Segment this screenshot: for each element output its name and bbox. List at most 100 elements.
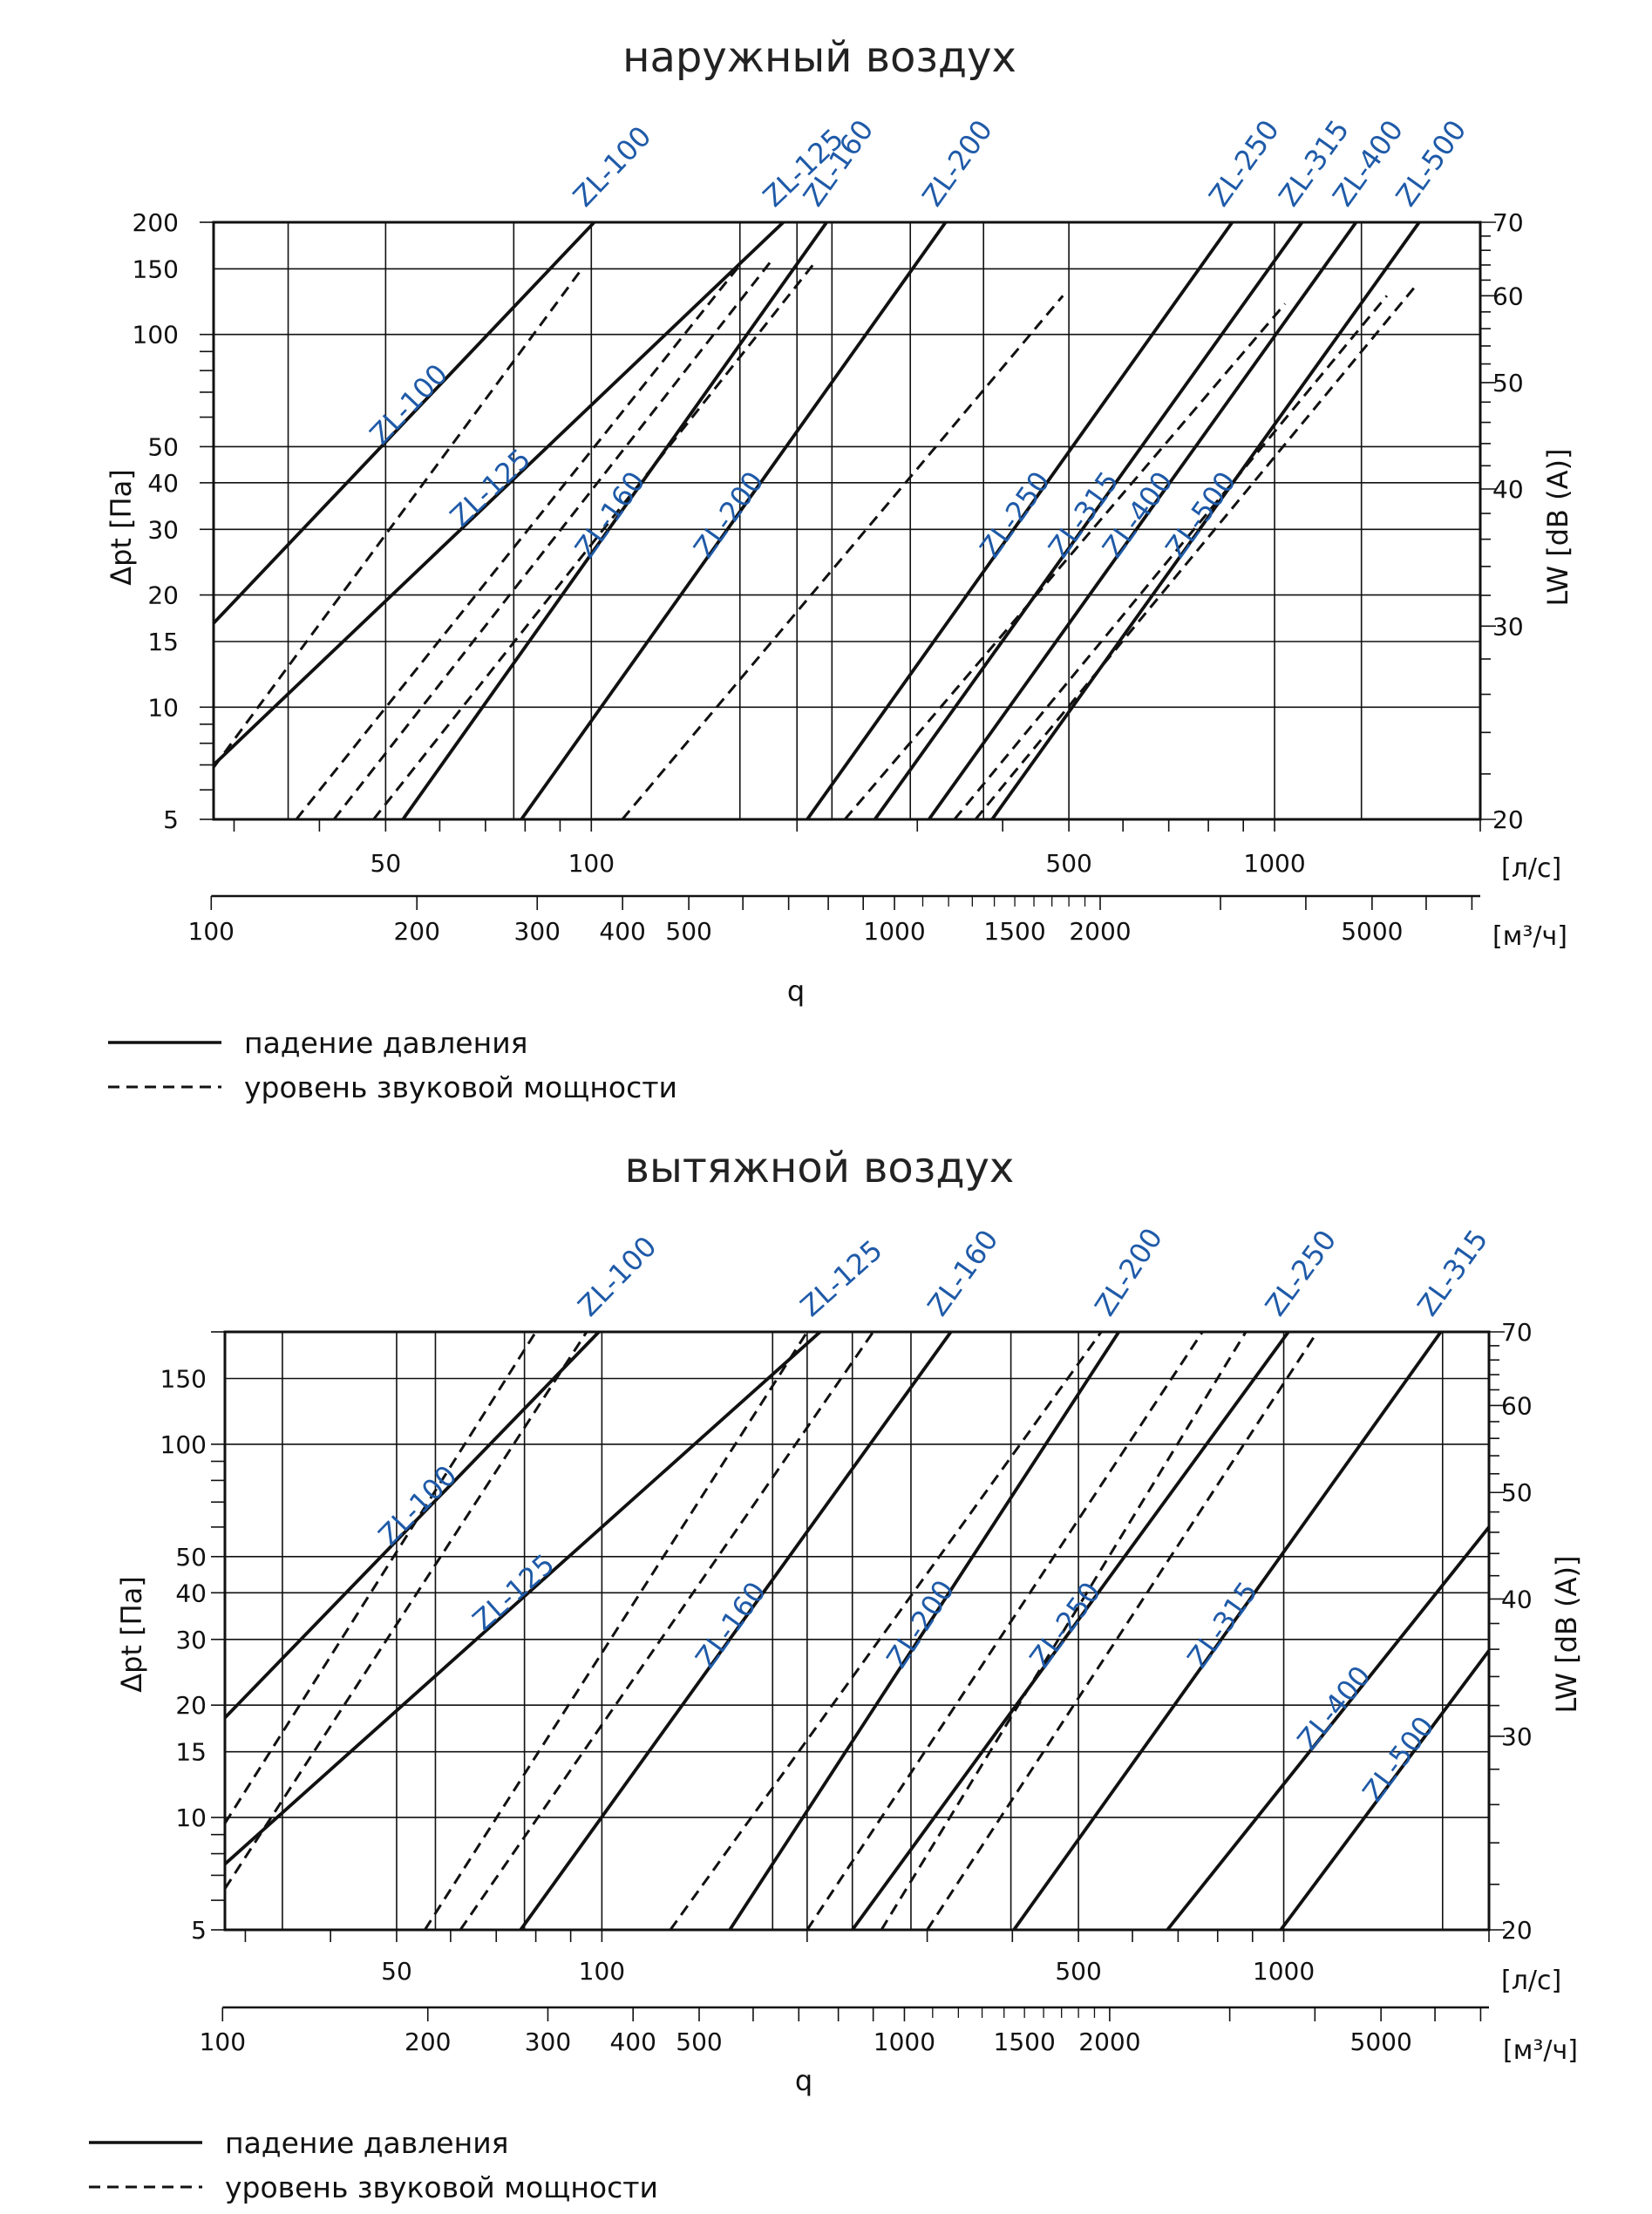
chart1-pressure-line-zl-250	[806, 222, 1234, 819]
chart1-x2tick-label: 5000	[1341, 917, 1403, 946]
chart2-ytick-label: 40	[175, 1579, 207, 1607]
chart1-y2tick-label: 40	[1492, 475, 1524, 504]
chart2-line-label-zl-250: ZL-250	[1023, 1576, 1108, 1674]
chart1-sound-line-zl-500	[974, 287, 1416, 819]
chart1-x2tick-label: 1000	[863, 917, 925, 946]
chart1-ytick-label: 100	[133, 321, 179, 350]
chart1-x2tick-label: 500	[665, 917, 711, 946]
chart2-pressure-line-zl-125	[225, 1332, 822, 1866]
chart1-line-label-zl-200: ZL-200	[687, 465, 771, 564]
chart2-line-label-zl-500: ZL-500	[1356, 1710, 1440, 1808]
chart1-sound-line-zl-100	[214, 271, 581, 769]
chart2-sound-line-zl-500	[926, 1332, 1319, 1930]
chart1-ytick-label: 10	[147, 693, 179, 722]
chart2-line-label-zl-160: ZL-160	[689, 1576, 772, 1674]
chart1-xtick-label: 500	[1045, 849, 1091, 878]
chart1-x-unit: [л/с]	[1501, 853, 1561, 884]
chart2-line-label-zl-400: ZL-400	[1291, 1660, 1377, 1756]
chart1-pressure-line-zl-100	[214, 222, 596, 625]
chart1-x2tick-label: 100	[188, 917, 235, 946]
chart2-legend-solid-label: падение давления	[225, 2126, 509, 2160]
chart1-top-label-zl-250: ZL-250	[1202, 114, 1286, 213]
chart2-sound-line-zl-400	[880, 1332, 1247, 1930]
chart2-frame	[223, 1330, 1491, 1932]
chart2-ylabel: Δpt [Па]	[115, 1576, 148, 1693]
chart1-sound-line-zl-200	[372, 264, 814, 819]
chart1-frame	[212, 221, 1482, 821]
chart1-sound-line-zl-250	[621, 295, 1064, 819]
chart1-top-label-zl-100: ZL-100	[567, 119, 658, 213]
chart1-sound-line-zl-160	[332, 256, 775, 819]
chart2-xtick-label: 50	[381, 1957, 412, 1986]
chart2-ytick-label: 150	[160, 1364, 207, 1393]
chart2-xtick-label: 500	[1055, 1957, 1101, 1986]
chart2-pressure-line-zl-160	[519, 1332, 953, 1930]
chart2-line-label-zl-200: ZL-200	[880, 1574, 961, 1674]
chart2-y2tick-label: 50	[1501, 1478, 1533, 1507]
chart2-series-group	[225, 1332, 1489, 1930]
chart1-pressure-line-zl-200	[520, 222, 948, 819]
chart2-y2tick-label: 60	[1501, 1391, 1533, 1420]
chart1-ylabel: Δpt [Па]	[105, 469, 138, 586]
chart2-top-label-zl-160: ZL-160	[921, 1224, 1004, 1322]
chart2-top-label-zl-200: ZL-200	[1088, 1222, 1169, 1321]
chart2-ytick-label: 50	[175, 1543, 207, 1572]
chart1-ytick-label: 30	[147, 515, 179, 544]
chart1-plot: 5 10 15 20 30 40 50 100 150 200 20 30 40 50 60 70 50 100 5…	[133, 113, 1524, 946]
chart2-legend-dashed-label: уровень звуковой мощности	[225, 2170, 658, 2204]
chart2-ytick-label: 5	[191, 1916, 207, 1945]
chart2-y2tick-label: 20	[1501, 1916, 1533, 1945]
chart1-line-label-zl-160: ZL-160	[568, 465, 652, 564]
chart2-x2tick-label: 2000	[1078, 2027, 1140, 2056]
chart2-pressure-line-zl-500	[1279, 1649, 1489, 1930]
chart2-x2tick-label: 300	[525, 2027, 571, 2056]
chart1-ytick-label: 50	[147, 432, 179, 461]
chart2-x2tick-label: 1000	[874, 2027, 935, 2056]
chart2-ytick-label: 100	[160, 1430, 207, 1459]
chart1-x2-unit: [м³/ч]	[1492, 921, 1567, 952]
chart1-ytick-label: 200	[133, 208, 179, 237]
chart2-line-label-zl-100: ZL-100	[372, 1459, 464, 1552]
chart1-pressure-line-zl-125	[214, 222, 785, 766]
chart1-pressure-line-zl-160	[401, 222, 828, 819]
chart1-legend-solid-label: падение давления	[244, 1026, 528, 1060]
chart1-title: наружный воздух	[622, 33, 1016, 82]
chart2-ytick-label: 20	[175, 1691, 207, 1720]
chart1-xtick-label: 1000	[1243, 849, 1305, 878]
chart2-sound-line-zl-160	[424, 1332, 809, 1930]
chart1-ytick-label: 15	[147, 628, 179, 656]
chart1-pressure-line-zl-500	[990, 222, 1421, 819]
chart2-x2tick-label: 5000	[1350, 2027, 1412, 2056]
chart2-title: вытяжной воздух	[625, 1144, 1015, 1192]
chart2-xlabel: q	[795, 2064, 812, 2097]
chart1-series-group	[214, 222, 1421, 819]
chart1-ytick-label: 20	[147, 581, 179, 610]
chart2-pressure-line-zl-100	[225, 1332, 601, 1720]
chart2-pressure-line-zl-400	[1166, 1525, 1489, 1930]
chart2-x2tick-label: 200	[405, 2027, 451, 2056]
chart1-y2tick-label: 50	[1492, 369, 1524, 397]
chart1-y2tick-label: 20	[1492, 805, 1524, 834]
chart1-x2tick-label: 200	[393, 917, 439, 946]
chart1-sound-line-zl-125	[295, 264, 741, 819]
chart1-pressure-line-zl-315	[873, 222, 1304, 819]
chart2-ytick-label: 15	[175, 1738, 207, 1767]
chart2-ytick-label: 30	[175, 1626, 207, 1654]
chart2-sound-line-zl-250	[669, 1332, 1103, 1930]
chart1-xtick-label: 100	[568, 849, 615, 878]
chart1-x2tick-label: 2000	[1069, 917, 1131, 946]
chart1-sound-line-zl-315	[843, 302, 1287, 819]
chart1-line-label-zl-250: ZL-250	[973, 465, 1057, 564]
chart2-top-label-zl-315: ZL-315	[1411, 1224, 1494, 1322]
chart2-top-label-zl-125: ZL-125	[794, 1233, 889, 1323]
chart1-x2tick-label: 300	[514, 917, 561, 946]
chart1-xtick-label: 50	[371, 849, 402, 878]
chart1-ytick-label: 40	[147, 469, 179, 498]
chart2-xtick-label: 1000	[1253, 1957, 1315, 1986]
chart2-pressure-line-zl-315	[1012, 1332, 1443, 1930]
chart2-y2tick-label: 30	[1501, 1722, 1533, 1751]
chart2-x2-unit: [м³/ч]	[1503, 2035, 1578, 2066]
chart1-legend-dashed-label: уровень звуковой мощности	[244, 1070, 677, 1104]
chart2-y2tick-label: 70	[1501, 1318, 1533, 1347]
